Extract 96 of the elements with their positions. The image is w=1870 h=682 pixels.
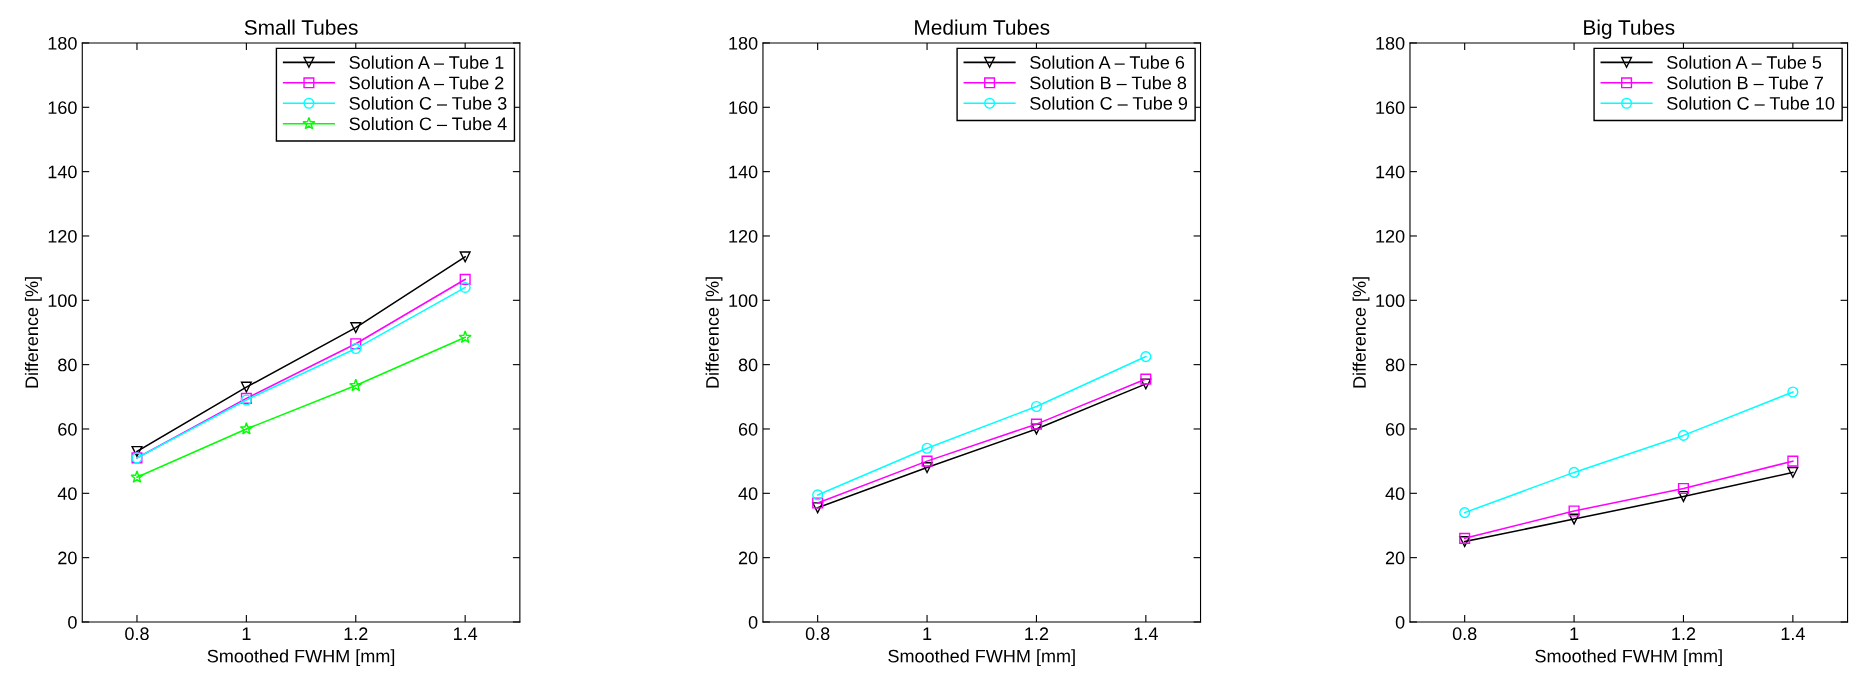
y-tick-label: 0	[68, 615, 77, 629]
point	[921, 455, 933, 467]
point	[1677, 429, 1690, 441]
point	[1030, 423, 1043, 435]
x-tick-label: 0.8	[1452, 627, 1477, 641]
point	[1568, 505, 1580, 517]
legend-label: Solution A – Tube 6	[1030, 55, 1185, 69]
legend-label: Solution C – Tube 9	[1030, 96, 1188, 110]
point	[1459, 532, 1471, 544]
point	[1787, 455, 1799, 467]
x-tick-label: 1.2	[344, 627, 368, 640]
y-tick-label: 20	[58, 551, 77, 565]
chart-title: Big Tubes	[1584, 19, 1675, 39]
y-tick-label: 100	[729, 294, 758, 308]
y-axis-title: Difference [%]	[1352, 277, 1370, 388]
x-tick-label: 0.8	[125, 627, 149, 641]
point	[1140, 373, 1152, 385]
y-tick-label: 140	[48, 165, 77, 179]
legend-label: Solution C – Tube 4	[349, 116, 507, 131]
y-tick-label: 80	[738, 358, 758, 372]
y-tick-label: 180	[48, 36, 77, 50]
y-tick-label: 180	[729, 36, 758, 50]
point	[458, 330, 472, 344]
y-tick-label: 40	[738, 487, 758, 501]
legend-label: Solution A – Tube 2	[349, 76, 504, 90]
point	[812, 497, 824, 509]
x-tick-label: 0.8	[805, 627, 830, 641]
point	[812, 502, 824, 514]
y-tick-label: 60	[58, 422, 77, 436]
point	[459, 251, 471, 263]
y-tick-label: 80	[1385, 358, 1405, 372]
y-tick-label: 160	[729, 101, 758, 115]
point	[349, 378, 363, 392]
point	[239, 422, 254, 435]
legend-label: Solution C – Tube 10	[1667, 96, 1835, 110]
point	[1568, 513, 1580, 525]
x-axis-title: Smoothed FWHM [mm]	[1535, 649, 1722, 667]
x-axis-title: Smoothed FWHM [mm]	[888, 649, 1075, 667]
point	[131, 445, 143, 458]
point	[1140, 378, 1152, 390]
legend-label: Solution A – Tube 1	[349, 55, 504, 69]
point	[1030, 400, 1043, 413]
point	[1677, 482, 1690, 495]
y-tick-label: 160	[48, 101, 77, 115]
point	[130, 470, 144, 483]
point	[459, 273, 471, 285]
x-tick-label: 1	[923, 627, 932, 640]
point	[350, 322, 362, 334]
x-tick-label: 1.4	[1781, 627, 1805, 640]
point	[1030, 418, 1043, 430]
point	[350, 343, 362, 355]
y-tick-label: 60	[738, 422, 758, 436]
y-tick-label: 20	[1385, 551, 1405, 565]
x-axis-title: Smoothed FWHM [mm]	[207, 649, 395, 667]
x-tick-label: 1	[242, 627, 251, 640]
point	[1140, 351, 1152, 363]
y-tick-label: 120	[729, 229, 758, 243]
point	[350, 338, 362, 350]
chart-title: Medium Tubes	[915, 19, 1050, 35]
x-tick-label: 1.4	[453, 627, 478, 640]
y-tick-label: 120	[1376, 229, 1405, 243]
y-axis-title: Difference [%]	[24, 277, 42, 388]
legend-label: Solution B – Tube 7	[1667, 76, 1823, 90]
chart-title: Small Tubes	[244, 19, 358, 35]
y-tick-label: 0	[1395, 615, 1405, 629]
y-axis-title: Difference [%]	[705, 277, 723, 388]
legend-label: Solution A – Tube 5	[1667, 55, 1822, 69]
point	[1459, 507, 1471, 519]
y-tick-label: 140	[729, 165, 758, 179]
y-tick-label: 0	[748, 615, 758, 629]
point	[459, 281, 471, 293]
point	[921, 442, 933, 454]
x-tick-label: 1.2	[1025, 627, 1049, 640]
y-tick-label: 40	[57, 487, 77, 501]
y-tick-label: 140	[1376, 165, 1405, 179]
y-tick-label: 40	[1385, 487, 1405, 501]
point	[921, 462, 933, 474]
y-tick-label: 120	[48, 229, 77, 243]
point	[1787, 386, 1799, 398]
y-tick-label: 60	[1385, 422, 1405, 436]
point	[812, 489, 824, 501]
y-tick-label: 100	[1376, 294, 1405, 308]
y-tick-label: 80	[58, 358, 77, 372]
y-tick-label: 180	[1376, 36, 1405, 50]
legend-label: Solution B – Tube 8	[1030, 76, 1187, 90]
y-tick-label: 100	[48, 294, 77, 308]
x-tick-label: 1	[1570, 627, 1579, 640]
x-tick-label: 1.4	[1134, 627, 1158, 640]
x-tick-label: 1.2	[1672, 627, 1696, 640]
y-tick-label: 160	[1376, 101, 1405, 115]
legend-label: Solution C – Tube 3	[349, 96, 507, 110]
point	[1787, 466, 1799, 478]
y-tick-label: 20	[738, 551, 758, 565]
point	[1677, 490, 1690, 503]
point	[240, 381, 252, 393]
point	[1568, 466, 1580, 478]
